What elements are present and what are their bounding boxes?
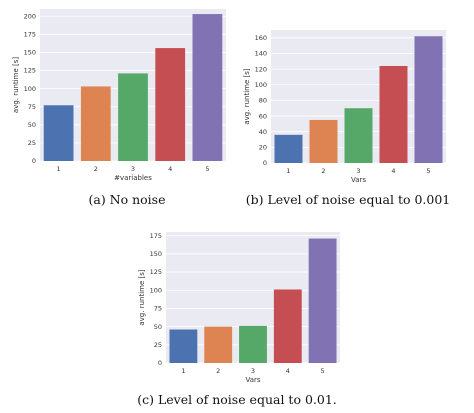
x-tick-label: 4 xyxy=(168,165,172,173)
y-tick-label: 0 xyxy=(158,359,162,367)
y-tick-label: 75 xyxy=(154,305,162,313)
x-tick-label: 4 xyxy=(391,167,395,175)
y-tick-label: 50 xyxy=(154,323,162,331)
y-tick-label: 125 xyxy=(150,268,162,276)
x-axis-label: Vars xyxy=(351,176,366,184)
y-tick-label: 140 xyxy=(255,50,267,58)
y-tick-label: 0 xyxy=(263,159,267,167)
x-axis-label: Vars xyxy=(245,376,260,384)
caption-a: (a) No noise xyxy=(88,192,165,207)
x-tick-label: 5 xyxy=(205,165,209,173)
y-tick-label: 200 xyxy=(24,12,36,20)
subplot-b: 0 20 40 60 80 100 120 140 160 1 2 3 4 5 Vars avg. runti… xyxy=(243,30,446,184)
y-tick-label: 150 xyxy=(150,250,162,258)
bar-3 xyxy=(118,73,148,161)
x-tick-label: 1 xyxy=(286,167,290,175)
y-tick-label: 50 xyxy=(28,121,36,129)
y-axis-label: avg. runtime [s] xyxy=(138,269,146,325)
bar-3 xyxy=(344,108,373,163)
caption-b: (b) Level of noise equal to 0.001 xyxy=(246,192,451,207)
bar-5 xyxy=(414,36,443,164)
y-tick-label: 120 xyxy=(255,65,267,73)
bar-5 xyxy=(308,238,337,363)
x-axis-label: #variables xyxy=(114,174,152,182)
bar-3 xyxy=(239,325,267,363)
bar-5 xyxy=(192,14,223,162)
y-tick-label: 175 xyxy=(150,232,162,240)
y-tick-label: 25 xyxy=(28,139,36,147)
caption-c: (c) Level of noise equal to 0.01. xyxy=(137,392,337,407)
y-tick-label: 100 xyxy=(255,81,267,89)
x-tick-label: 5 xyxy=(426,167,430,175)
x-tick-label: 1 xyxy=(57,165,61,173)
y-tick-label: 100 xyxy=(150,286,162,294)
y-tick-label: 75 xyxy=(28,103,36,111)
bar-2 xyxy=(80,86,111,161)
y-tick-label: 20 xyxy=(259,144,267,152)
y-tick-label: 40 xyxy=(259,128,267,136)
bar-1 xyxy=(274,134,303,163)
x-tick-label: 2 xyxy=(216,367,220,375)
x-tick-label: 3 xyxy=(131,165,135,173)
bar-4 xyxy=(379,65,408,163)
bar-4 xyxy=(273,289,302,363)
y-tick-label: 0 xyxy=(32,157,36,165)
y-tick-label: 25 xyxy=(154,341,162,349)
y-tick-label: 60 xyxy=(259,112,267,120)
x-tick-label: 1 xyxy=(181,367,185,375)
y-tick-label: 175 xyxy=(24,31,36,39)
y-tick-label: 150 xyxy=(24,49,36,57)
bar-4 xyxy=(155,48,186,162)
y-axis-label: avg. runtime [s] xyxy=(12,57,20,113)
x-tick-label: 3 xyxy=(251,367,255,375)
x-tick-label: 2 xyxy=(94,165,98,173)
y-tick-label: 80 xyxy=(259,97,267,105)
y-tick-label: 160 xyxy=(255,34,267,42)
subplot-a: 0 25 50 75 100 125 150 175 200 1 2 3 4 5 #variables avg… xyxy=(12,9,226,182)
subplot-c: 0 25 50 75 100 125 150 175 1 2 3 4 5 Vars avg. runtime… xyxy=(138,232,340,384)
y-tick-label: 100 xyxy=(24,85,36,93)
y-axis-label: avg. runtime [s] xyxy=(243,68,251,124)
x-tick-label: 3 xyxy=(356,167,360,175)
bar-1 xyxy=(43,105,74,161)
x-tick-label: 4 xyxy=(286,367,290,375)
bar-2 xyxy=(309,119,338,163)
x-tick-label: 5 xyxy=(321,367,325,375)
bar-1 xyxy=(169,329,198,363)
y-tick-label: 125 xyxy=(24,67,36,75)
bar-2 xyxy=(204,326,233,363)
x-tick-label: 2 xyxy=(321,167,325,175)
